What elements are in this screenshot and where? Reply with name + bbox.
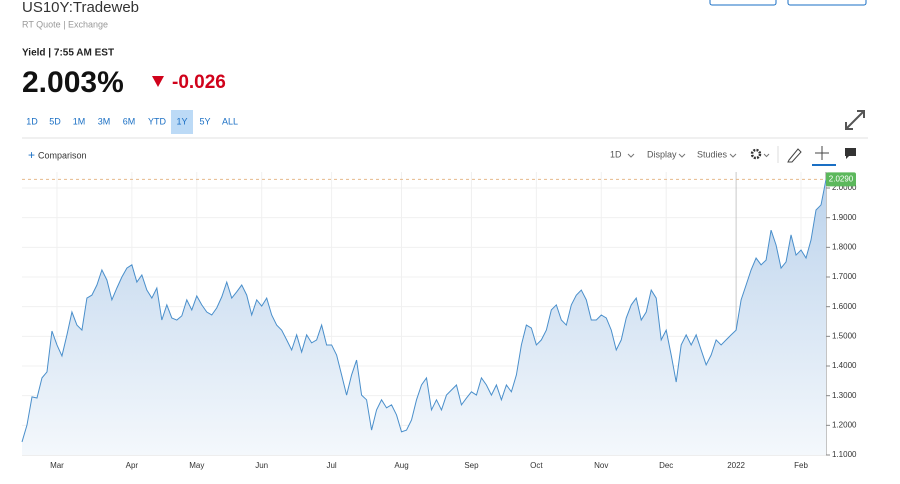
last-value-label: 2.0290 <box>829 175 854 184</box>
chevron <box>763 153 770 158</box>
x-tick-label: Dec <box>659 461 673 470</box>
last-value-badge <box>826 172 856 187</box>
range-button[interactable]: 1Y <box>176 116 187 126</box>
price: 2.003% <box>22 66 124 99</box>
expand-icon[interactable] <box>845 110 865 130</box>
range-button[interactable]: 1D <box>26 116 38 126</box>
y-tick-label: 1.2000 <box>832 420 857 429</box>
price-change: -0.026 <box>172 72 226 93</box>
x-tick-label: Apr <box>126 461 139 470</box>
chevron <box>729 153 737 158</box>
comparison-button[interactable]: Comparison <box>38 150 87 160</box>
x-tick-label: Jul <box>326 461 336 470</box>
x-tick-label: Aug <box>394 461 408 470</box>
top-button[interactable] <box>787 0 867 6</box>
x-tick-label: May <box>189 461 204 470</box>
y-tick-label: 2.0000 <box>832 183 857 192</box>
x-tick-label: Oct <box>530 461 543 470</box>
range-button[interactable]: ALL <box>222 116 238 126</box>
x-tick-label: Feb <box>794 461 808 470</box>
range-button[interactable]: 6M <box>123 116 136 126</box>
plus-icon: + <box>28 148 35 162</box>
y-tick-label: 1.9000 <box>832 213 857 222</box>
range-buttons: 1D 5D 1M 3M 6M YTD 1Y 5Y ALL <box>26 110 238 134</box>
studies-button[interactable]: Studies <box>697 149 728 159</box>
x-tick-label: Sep <box>464 461 479 470</box>
display-button[interactable]: Display <box>647 149 677 159</box>
draw-icon[interactable] <box>787 148 802 163</box>
symbol-title: US10Y:Tradeweb <box>22 0 139 16</box>
x-tick-label: 2022 <box>727 461 745 470</box>
chevron <box>627 153 635 158</box>
area-fill <box>22 179 826 456</box>
settings-icon[interactable] <box>750 148 762 160</box>
top-button[interactable] <box>709 0 777 6</box>
y-tick-label: 1.1000 <box>832 450 857 459</box>
y-tick-label: 1.6000 <box>832 302 857 311</box>
comment-icon[interactable] <box>845 148 856 159</box>
x-tick-label: Nov <box>594 461 608 470</box>
range-button[interactable]: 5Y <box>199 116 210 126</box>
plot: 1.1000 1.2000 1.3000 1.4000 1.5000 1.6000 1.70… <box>21 172 857 470</box>
y-tick-label: 1.8000 <box>832 242 857 251</box>
y-tick-label: 1.7000 <box>832 272 857 281</box>
range-button[interactable]: 5D <box>49 116 61 126</box>
quote-source: RT Quote | Exchange <box>22 19 108 29</box>
down-arrow <box>152 76 164 87</box>
chevron <box>678 153 686 158</box>
x-tick-label: Mar <box>50 461 64 470</box>
range-button[interactable]: 3M <box>98 116 111 126</box>
quote-time: Yield | 7:55 AM EST <box>22 48 114 59</box>
range-button[interactable]: YTD <box>148 116 167 126</box>
y-tick-label: 1.3000 <box>832 391 857 400</box>
range-button[interactable]: 1M <box>73 116 86 126</box>
range-selected-bg <box>171 110 193 134</box>
x-tick-label: Jun <box>255 461 268 470</box>
interval-button[interactable]: 1D <box>610 149 622 159</box>
y-tick-label: 1.5000 <box>832 331 857 340</box>
crosshair-icon[interactable] <box>815 146 829 160</box>
y-tick-label: 1.4000 <box>832 361 857 370</box>
line <box>21 179 827 443</box>
